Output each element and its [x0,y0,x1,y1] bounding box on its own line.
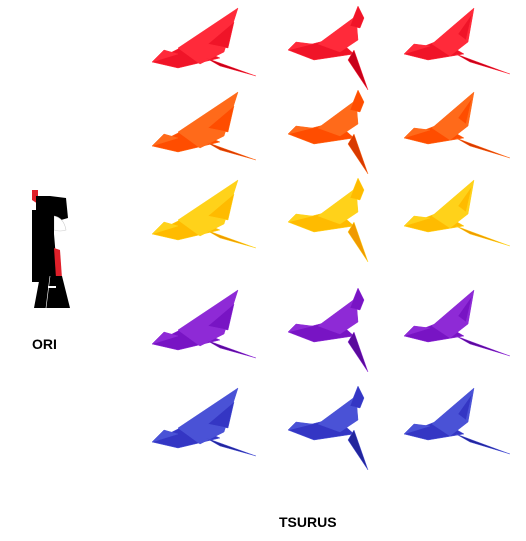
crane-purple-2[interactable] [284,286,396,376]
crane-red-3[interactable] [402,4,514,94]
origami-crane-icon [403,387,511,455]
origami-crane-icon [151,179,257,249]
character-name-label: ORI [32,336,57,352]
crane-yellow-2[interactable] [284,176,396,266]
crane-blue-2[interactable] [284,384,396,474]
origami-crane-icon [151,7,257,77]
origami-crane-icon [151,91,257,161]
origami-crane-icon [403,289,511,357]
crane-blue-3[interactable] [402,384,514,474]
ori-paper-doll-icon [32,190,70,309]
origami-crane-icon [287,5,369,91]
crane-red-1[interactable] [148,4,260,94]
origami-crane-icon [287,287,369,373]
origami-crane-icon [403,91,511,159]
origami-crane-icon [287,385,369,471]
crane-yellow-1[interactable] [148,176,260,266]
origami-crane-icon [403,179,511,247]
origami-crane-icon [287,177,369,263]
crane-red-2[interactable] [284,4,396,94]
crane-purple-1[interactable] [148,286,260,376]
crane-orange-1[interactable] [148,88,260,178]
group-name-label: TSURUS [279,514,337,530]
origami-crane-icon [287,89,369,175]
crane-purple-3[interactable] [402,286,514,376]
crane-yellow-3[interactable] [402,176,514,266]
origami-crane-icon [151,289,257,359]
crane-orange-3[interactable] [402,88,514,178]
ori-character[interactable] [26,186,76,314]
crane-orange-2[interactable] [284,88,396,178]
crane-blue-1[interactable] [148,384,260,474]
origami-crane-icon [151,387,257,457]
origami-crane-icon [403,7,511,75]
